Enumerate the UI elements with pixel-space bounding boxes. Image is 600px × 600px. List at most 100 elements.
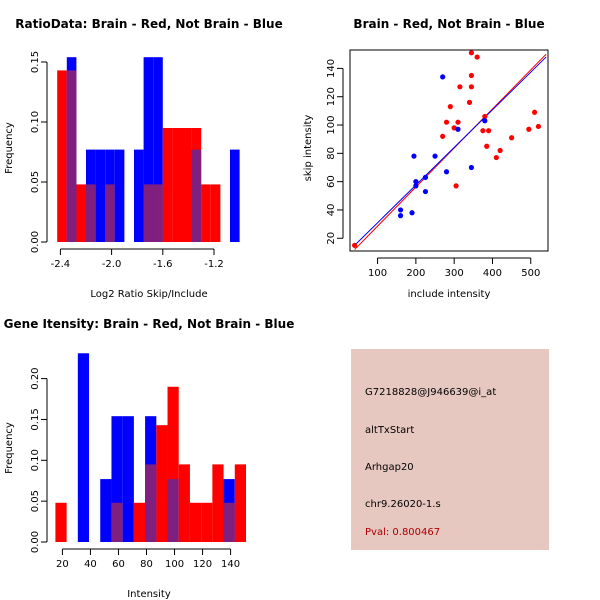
scatter-x-tick-label: 500 [521, 268, 540, 279]
ratio-x-tick-label: -1.2 [204, 259, 224, 270]
ratio-xlabel: Log2 Ratio Skip/Include [90, 289, 207, 300]
intensity-bar-brain [156, 425, 168, 542]
intensity-y-tick-label: 0.20 [30, 367, 41, 389]
intensity-x-tick-label: 20 [56, 559, 69, 570]
intensity-bar-brain [189, 502, 202, 542]
ratio-bar-overlap [191, 149, 202, 242]
scatter-point-not-brain [422, 174, 429, 180]
ratio-bar-not-brain [230, 149, 240, 242]
intensity-x-tick-label: 80 [140, 559, 153, 570]
scatter-point-not-brain [443, 169, 450, 175]
scatter-point-brain [493, 154, 499, 161]
intensity-bar-overlap [111, 502, 123, 542]
ratio-y-tick-label: 0.10 [30, 111, 41, 133]
scatter-point-not-brain [413, 179, 419, 185]
ratio-x-tick-label: -1.6 [153, 259, 173, 270]
scatter-point-brain [457, 84, 463, 90]
intensity-bar-brain [167, 386, 179, 542]
intensity-y-tick-label: 0.05 [30, 490, 41, 512]
intensity-xlabel: Intensity [127, 589, 171, 600]
scatter-y-tick-label: 40 [326, 204, 337, 217]
gene-name: Arhgap20 [365, 462, 414, 473]
scatter-y-tick-label: 80 [326, 147, 337, 160]
scatter-point-not-brain [409, 210, 415, 216]
probe-id: G7218828@J946639@i_at [365, 387, 497, 398]
scatter-point-brain [468, 72, 475, 79]
scatter-y-tick-label: 120 [326, 87, 337, 106]
ratio-bar-brain [182, 128, 192, 242]
scatter-plot-box [349, 49, 549, 252]
scatter-point-not-brain [422, 188, 429, 195]
ratio-bar-not-brain [153, 57, 163, 243]
scatter-point-brain [440, 133, 446, 139]
ratio-x-tick-label: -2.4 [51, 259, 71, 270]
ratio-x-tick-label: -2.0 [102, 259, 122, 270]
scatter-point-brain [351, 242, 358, 248]
ratio-bar-not-brain [143, 57, 154, 243]
scatter-point-not-brain [432, 153, 438, 159]
scatter-point-brain [535, 123, 542, 130]
intensity-bar-not-brain [77, 353, 90, 542]
location: chr9.26020-1.s [365, 499, 441, 510]
scatter-y-tick-label: 140 [326, 59, 337, 78]
intensity-y-tick-label: 0.00 [30, 531, 41, 553]
scatter-point-not-brain [397, 207, 404, 213]
scatter-point-brain [509, 135, 515, 141]
scatter-point-brain [455, 119, 461, 125]
scatter-point-brain [466, 99, 473, 105]
ratio-bar-not-brain [95, 149, 106, 242]
scatter-plot: 100 200 300 400 500 20 40 60 80 100 120 140 [326, 49, 549, 279]
ratio-bar-overlap [105, 184, 115, 242]
scatter-fit-line-brain [354, 53, 547, 250]
intensity-bar-brain [212, 464, 224, 542]
scatter-point-brain [468, 50, 475, 56]
intensity-x-tick-label: 140 [221, 559, 240, 570]
ratio-bar-overlap [143, 184, 154, 242]
ratio-y-tick-label: 0.15 [30, 51, 41, 73]
scatter-y-tick-label: 60 [326, 175, 337, 188]
scatter-point-brain [474, 54, 480, 60]
info-panel: G7218828@J946639@i_at altTxStart Arhgap2… [351, 349, 549, 550]
intensity-bar-overlap [167, 479, 179, 542]
scatter-point-not-brain [440, 74, 446, 80]
intensity-ylabel: Frequency [4, 422, 15, 474]
intensity-y-tick-label: 0.10 [30, 449, 41, 471]
intensity-x-tick-label: 100 [165, 559, 184, 570]
intensity-bar-brain [133, 502, 146, 542]
scatter-point-not-brain [411, 153, 417, 159]
intensity-bar-brain [55, 502, 67, 542]
intensity-title: Gene Itensity: Brain - Red, Not Brain - … [4, 317, 295, 331]
ratio-title: RatioData: Brain - Red, Not Brain - Blue [15, 17, 282, 31]
ratio-histogram: -2.4 -2.0 -1.6 -1.2 0.00 0.05 0.10 0.15 [30, 51, 240, 270]
scatter-point-brain [486, 128, 492, 134]
ratio-bar-overlap [153, 184, 163, 242]
intensity-y-tick-label: 0.15 [30, 408, 41, 430]
scatter-point-not-brain [482, 118, 488, 124]
intensity-x-tick-label: 120 [193, 559, 212, 570]
scatter-y-tick-label: 100 [326, 115, 337, 134]
scatter-point-brain [480, 128, 486, 134]
scatter-point-brain [453, 183, 459, 189]
ratio-bar-not-brain [114, 149, 125, 242]
intensity-x-tick-label: 60 [112, 559, 125, 570]
scatter-point-brain [447, 104, 453, 110]
ratio-bar-brain [162, 128, 173, 242]
ratio-bar-brain [210, 184, 221, 242]
scatter-x-tick-label: 100 [368, 268, 387, 279]
p-value: Pval: 0.800467 [365, 527, 441, 538]
intensity-bar-overlap [223, 502, 235, 542]
ratio-bar-overlap [66, 70, 77, 243]
ratio-bar-not-brain [134, 149, 144, 242]
scatter-point-brain [497, 147, 503, 154]
scatter-point-brain [531, 109, 538, 115]
scatter-ylabel: skip intensity [303, 115, 314, 182]
intensity-histogram: 20 40 60 80 100 120 140 0.00 0.05 0.10 0.15 0.20 [30, 353, 246, 570]
scatter-fit-line-not-brain [354, 56, 547, 246]
scatter-point-not-brain [468, 164, 475, 171]
intensity-x-tick-label: 40 [84, 559, 97, 570]
ratio-bar-brain [57, 70, 67, 243]
ratio-ylabel: Frequency [4, 122, 15, 174]
ratio-bar-brain [76, 184, 86, 242]
scatter-point-brain [526, 126, 532, 132]
